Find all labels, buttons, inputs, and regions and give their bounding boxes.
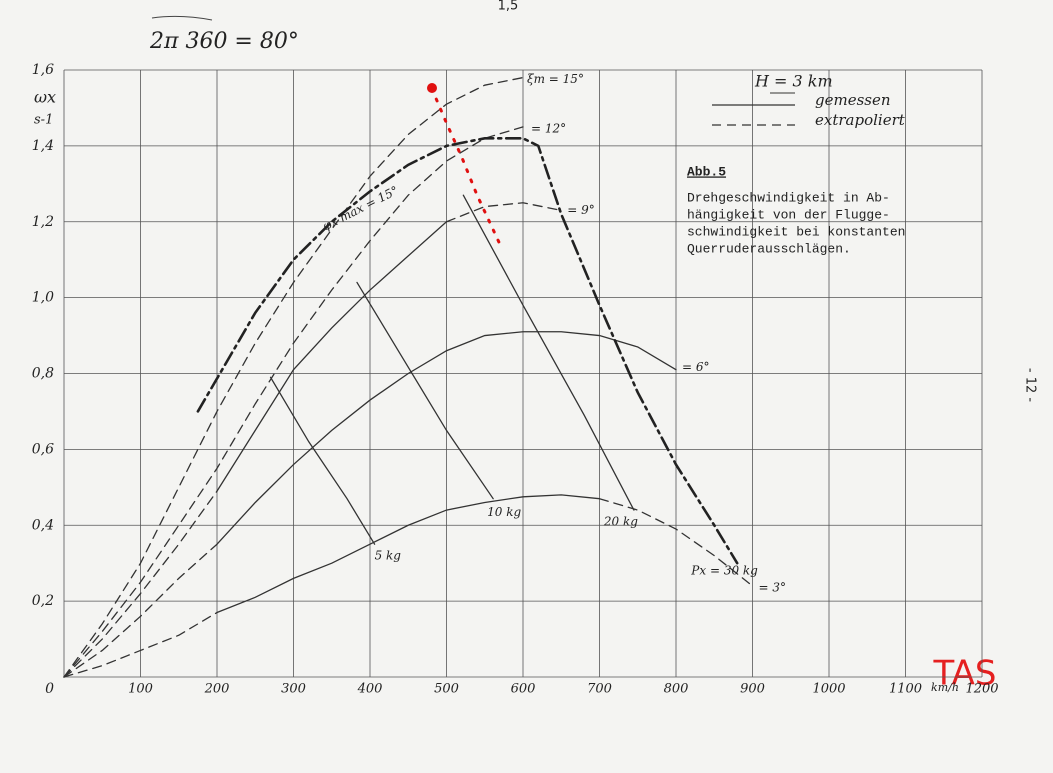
scribble bbox=[151, 15, 213, 21]
box-line: hängigkeit von der Flugge- bbox=[687, 207, 890, 222]
curve bbox=[445, 202, 562, 223]
x-tick-label: 400 bbox=[357, 682, 383, 697]
curve bbox=[269, 376, 376, 545]
force-note: Px = 30 kg bbox=[690, 563, 758, 577]
curve bbox=[63, 490, 218, 678]
x-tick-label: 100 bbox=[128, 682, 153, 697]
curve bbox=[216, 494, 601, 614]
y-tick-label: 0,4 bbox=[32, 517, 54, 533]
box-line: schwindigkeit bei konstanten bbox=[687, 224, 905, 239]
x-tick-label: 600 bbox=[511, 682, 536, 697]
x-tick-label: 1000 bbox=[812, 682, 845, 697]
curve-label: 5 kg bbox=[375, 549, 402, 563]
y-tick-label: 1,0 bbox=[32, 290, 54, 306]
box-title: Abb.5 bbox=[687, 164, 726, 179]
x-tick-label: 200 bbox=[204, 682, 230, 697]
curve bbox=[216, 331, 677, 545]
legend-label: extrapoliert bbox=[815, 111, 906, 129]
y-label: ωx bbox=[34, 88, 56, 107]
curve bbox=[430, 87, 502, 247]
curve bbox=[598, 498, 754, 587]
x-tick-label: 1200 bbox=[965, 682, 998, 697]
legend-label: gemessen bbox=[815, 91, 891, 109]
y-tick-label: 0,6 bbox=[32, 441, 54, 457]
x-tick-label: 500 bbox=[434, 682, 459, 697]
x-unit: km/h bbox=[931, 681, 959, 694]
x-tick-label: 700 bbox=[587, 682, 612, 697]
y-tick-label: 1,2 bbox=[32, 214, 54, 230]
curve bbox=[356, 281, 494, 500]
x-tick-label: 900 bbox=[740, 682, 765, 697]
x-tick-label: 300 bbox=[281, 682, 306, 697]
box-line: Querruderausschlägen. bbox=[687, 241, 851, 256]
handwritten-note: 2π 360 = 80° bbox=[149, 29, 299, 54]
curve bbox=[63, 543, 218, 678]
curve bbox=[462, 194, 635, 511]
legend-title: H = 3 km bbox=[754, 72, 833, 91]
y-tick-label: 1,4 bbox=[32, 138, 54, 154]
curve-label: ξm = 15° bbox=[527, 72, 584, 86]
curve-label: 10 kg bbox=[487, 505, 521, 519]
y-tick-label: 1,6 bbox=[32, 62, 54, 78]
tas-note: TAS bbox=[933, 654, 997, 694]
y-unit: s-1 bbox=[34, 113, 53, 128]
curve bbox=[63, 126, 524, 678]
curve-label: = 9° bbox=[567, 203, 595, 217]
curve bbox=[216, 221, 448, 492]
curve bbox=[63, 76, 524, 678]
x-tick-label: 1100 bbox=[889, 682, 922, 697]
box-bg bbox=[678, 160, 982, 300]
curve-label: = 3° bbox=[759, 580, 787, 594]
page-number: - 12 - bbox=[1023, 368, 1038, 402]
x-tick-label: 800 bbox=[664, 682, 689, 697]
curve bbox=[63, 611, 218, 678]
curve-label: = 12° bbox=[531, 121, 566, 135]
y-tick-label: 0,2 bbox=[32, 593, 54, 609]
top-note: 1,5 bbox=[498, 0, 519, 14]
curve-label: 20 kg bbox=[603, 515, 638, 529]
y-tick-label: 0,8 bbox=[32, 366, 54, 382]
y-tick-label: 0 bbox=[45, 681, 54, 697]
curve-label: = 6° bbox=[682, 360, 710, 374]
box-line: Drehgeschwindigkeit in Ab- bbox=[687, 190, 890, 205]
